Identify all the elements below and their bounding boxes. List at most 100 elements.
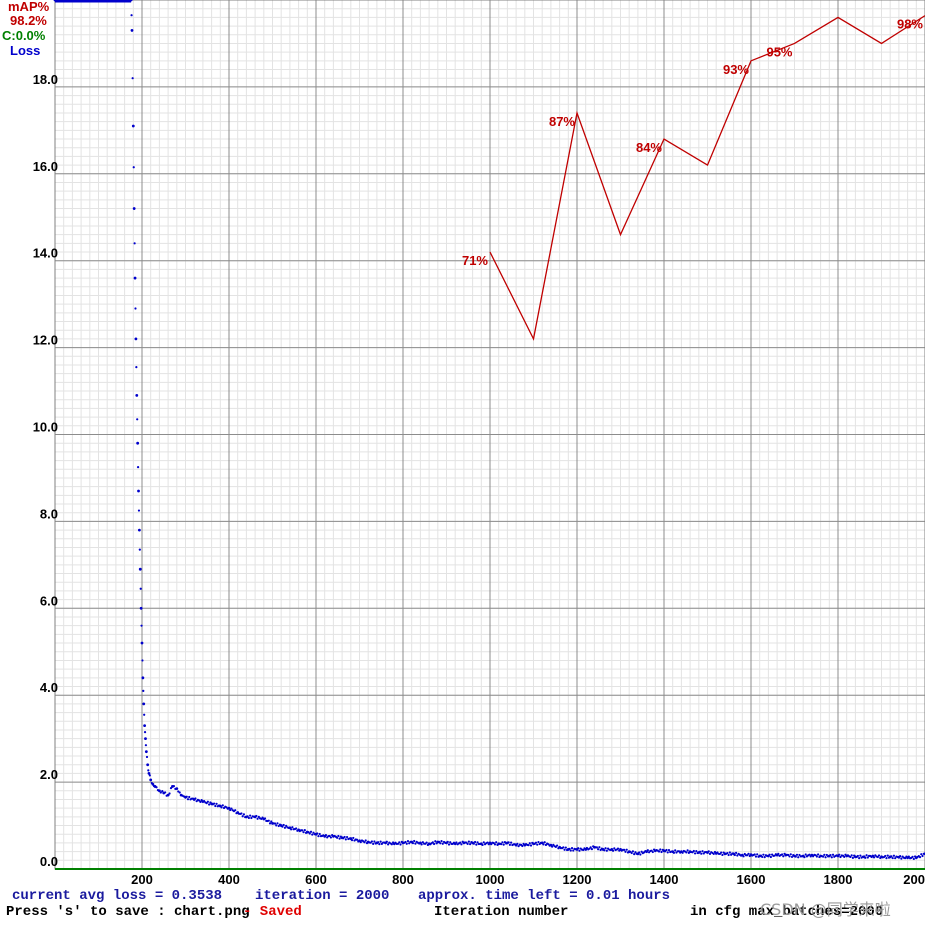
loss-point bbox=[241, 815, 244, 818]
y-tick-label: 8.0 bbox=[40, 506, 58, 521]
loss-point bbox=[364, 839, 367, 842]
loss-point bbox=[864, 856, 867, 859]
loss-point bbox=[159, 791, 162, 794]
loss-point bbox=[713, 850, 717, 854]
loss-point bbox=[390, 843, 393, 846]
loss-point bbox=[556, 844, 559, 847]
loss-point bbox=[763, 856, 766, 859]
loss-point bbox=[143, 713, 146, 716]
loss-point bbox=[282, 823, 285, 827]
loss-point bbox=[696, 851, 699, 855]
loss-point bbox=[687, 851, 690, 855]
loss-point bbox=[482, 841, 485, 844]
loss-point bbox=[396, 842, 400, 845]
loss-point bbox=[199, 800, 202, 804]
watermark: CSDN @同学来啦 bbox=[760, 900, 891, 919]
loss-point bbox=[217, 804, 221, 807]
loss-point bbox=[476, 841, 479, 844]
loss-point bbox=[861, 855, 864, 858]
loss-point bbox=[226, 807, 229, 810]
loss-point bbox=[613, 847, 616, 850]
footer-current-avg-loss: current avg loss = 0.3538 bbox=[12, 888, 223, 904]
loss-point bbox=[698, 850, 702, 853]
loss-point bbox=[273, 822, 277, 825]
loss-point bbox=[377, 841, 380, 844]
loss-point bbox=[577, 847, 580, 850]
loss-point bbox=[879, 856, 882, 860]
loss-point bbox=[761, 855, 764, 859]
loss-point bbox=[140, 641, 144, 645]
loss-point bbox=[136, 441, 140, 445]
loss-point bbox=[644, 850, 647, 853]
loss-point bbox=[278, 823, 282, 826]
loss-point bbox=[800, 855, 804, 858]
loss-point bbox=[355, 838, 359, 841]
loss-point bbox=[338, 837, 341, 840]
loss-point bbox=[200, 798, 203, 802]
loss-point bbox=[134, 307, 137, 310]
loss-point bbox=[829, 853, 832, 857]
loss-point bbox=[287, 826, 290, 829]
loss-point bbox=[138, 567, 142, 571]
loss-point bbox=[578, 849, 581, 852]
loss-point bbox=[156, 789, 160, 792]
loss-point bbox=[824, 856, 827, 859]
loss-point bbox=[858, 856, 861, 860]
loss-point bbox=[398, 841, 401, 844]
loss-point bbox=[144, 744, 148, 747]
loss-point bbox=[600, 847, 603, 850]
loss-point bbox=[302, 831, 305, 834]
loss-point bbox=[885, 856, 888, 860]
loss-point bbox=[434, 840, 437, 843]
loss-point bbox=[209, 801, 212, 804]
loss-point bbox=[918, 856, 922, 859]
loss-point bbox=[890, 855, 893, 858]
x-tick-label: 1200 bbox=[563, 872, 592, 887]
loss-point bbox=[447, 843, 451, 846]
x-tick-label: 400 bbox=[218, 872, 240, 887]
loss-point bbox=[733, 853, 736, 857]
loss-point bbox=[136, 465, 140, 469]
loss-point bbox=[507, 841, 510, 844]
loss-point bbox=[172, 785, 175, 788]
map-point-label: 93% bbox=[723, 62, 749, 77]
loss-point bbox=[350, 839, 354, 842]
loss-point bbox=[565, 848, 569, 852]
loss-point bbox=[303, 829, 306, 832]
loss-point bbox=[378, 843, 381, 846]
loss-point bbox=[425, 841, 428, 844]
y-tick-label: 10.0 bbox=[33, 420, 58, 435]
x-tick-label: 1000 bbox=[476, 872, 505, 887]
loss-point bbox=[563, 848, 566, 851]
loss-point bbox=[792, 853, 795, 857]
loss-point bbox=[616, 847, 620, 850]
loss-point bbox=[426, 843, 429, 847]
loss-point bbox=[144, 737, 147, 741]
loss-point bbox=[631, 850, 635, 853]
map-series bbox=[489, 15, 925, 341]
y-tick-label: 6.0 bbox=[40, 593, 58, 608]
loss-point bbox=[708, 852, 712, 856]
loss-point bbox=[734, 851, 738, 854]
loss-point bbox=[130, 29, 134, 32]
loss-point bbox=[399, 843, 402, 846]
loss-point bbox=[137, 489, 140, 493]
loss-point bbox=[365, 842, 369, 845]
loss-point bbox=[304, 831, 308, 834]
footer-xlabel: Iteration number bbox=[434, 904, 569, 920]
loss-point bbox=[295, 827, 298, 830]
legend: mAP% 98.2% C:0.0% Loss bbox=[2, 0, 50, 58]
loss-point bbox=[143, 724, 147, 728]
loss-point bbox=[562, 846, 565, 849]
loss-point bbox=[301, 829, 304, 832]
loss-point bbox=[907, 855, 910, 858]
loss-point bbox=[780, 853, 784, 856]
loss-point bbox=[536, 843, 539, 846]
loss-point bbox=[762, 853, 765, 856]
loss-point bbox=[625, 848, 628, 851]
loss-point bbox=[503, 841, 507, 844]
loss-point bbox=[639, 853, 642, 856]
loss-point bbox=[132, 166, 135, 169]
loss-point bbox=[459, 841, 462, 844]
loss-point bbox=[215, 802, 218, 805]
